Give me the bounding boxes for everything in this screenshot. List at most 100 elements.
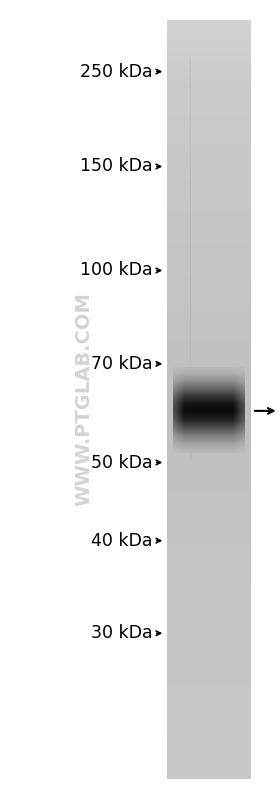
Bar: [167, 331, 251, 335]
Bar: [167, 597, 251, 601]
Bar: [167, 638, 251, 642]
Bar: [167, 608, 251, 612]
Bar: [167, 627, 251, 631]
Bar: [167, 24, 251, 27]
Bar: [167, 658, 251, 662]
Bar: [167, 328, 251, 331]
Bar: [167, 725, 251, 729]
Bar: [167, 733, 251, 737]
Bar: [167, 517, 251, 521]
Bar: [167, 157, 251, 161]
Bar: [167, 566, 251, 570]
Bar: [167, 760, 251, 764]
Bar: [167, 684, 251, 688]
Bar: [167, 256, 251, 259]
Bar: [167, 479, 251, 483]
Bar: [167, 388, 251, 392]
Bar: [167, 623, 251, 627]
Bar: [167, 703, 251, 707]
Bar: [167, 111, 251, 115]
Bar: [167, 217, 251, 221]
Bar: [167, 426, 251, 430]
Bar: [167, 434, 251, 438]
Bar: [167, 267, 251, 270]
Bar: [167, 574, 251, 578]
Bar: [167, 70, 251, 74]
Bar: [167, 92, 251, 96]
Bar: [167, 42, 251, 46]
Bar: [167, 620, 251, 623]
Bar: [167, 756, 251, 760]
Bar: [167, 532, 251, 536]
Bar: [167, 741, 251, 745]
Bar: [167, 699, 251, 703]
Bar: [167, 335, 251, 339]
Bar: [167, 422, 251, 426]
Bar: [167, 115, 251, 119]
Bar: [167, 612, 251, 616]
Bar: [167, 403, 251, 407]
Bar: [167, 270, 251, 274]
Bar: [167, 616, 251, 620]
Bar: [167, 604, 251, 608]
Bar: [167, 118, 251, 122]
Bar: [167, 707, 251, 711]
Bar: [167, 195, 251, 198]
Text: 100 kDa: 100 kDa: [80, 261, 153, 280]
Bar: [167, 96, 251, 100]
Bar: [167, 85, 251, 88]
Bar: [167, 31, 251, 35]
Bar: [167, 161, 251, 164]
Bar: [167, 285, 251, 289]
Bar: [167, 209, 251, 213]
Bar: [167, 559, 251, 562]
Bar: [167, 149, 251, 153]
Bar: [167, 419, 251, 422]
Bar: [167, 369, 251, 373]
Bar: [167, 681, 251, 684]
Bar: [167, 206, 251, 209]
Bar: [167, 66, 251, 70]
Bar: [167, 46, 251, 50]
Bar: [167, 316, 251, 320]
Bar: [167, 692, 251, 695]
Bar: [167, 380, 251, 384]
Bar: [167, 506, 251, 510]
Bar: [167, 107, 251, 111]
Bar: [167, 354, 251, 358]
Bar: [167, 749, 251, 753]
Bar: [167, 312, 251, 316]
Bar: [167, 58, 251, 62]
Bar: [167, 642, 251, 646]
Text: WWW.PTGLAB.COM: WWW.PTGLAB.COM: [74, 292, 94, 507]
Bar: [167, 551, 251, 555]
Bar: [167, 221, 251, 225]
Bar: [167, 502, 251, 506]
Text: 40 kDa: 40 kDa: [91, 531, 153, 550]
Bar: [167, 562, 251, 566]
Bar: [167, 77, 251, 81]
Bar: [167, 274, 251, 278]
Bar: [167, 665, 251, 669]
Bar: [167, 282, 251, 286]
Bar: [167, 74, 251, 77]
Bar: [167, 373, 251, 376]
Bar: [167, 358, 251, 361]
Bar: [167, 768, 251, 771]
Bar: [167, 39, 251, 42]
Bar: [167, 62, 251, 66]
Bar: [167, 133, 251, 137]
Bar: [167, 259, 251, 263]
Bar: [167, 202, 251, 206]
Bar: [167, 688, 251, 692]
Bar: [167, 153, 251, 157]
Bar: [167, 88, 251, 92]
Bar: [167, 400, 251, 403]
Bar: [167, 529, 251, 532]
Bar: [167, 737, 251, 741]
Bar: [167, 662, 251, 665]
Bar: [167, 555, 251, 559]
Bar: [167, 278, 251, 282]
Bar: [167, 499, 251, 502]
Bar: [167, 445, 251, 449]
